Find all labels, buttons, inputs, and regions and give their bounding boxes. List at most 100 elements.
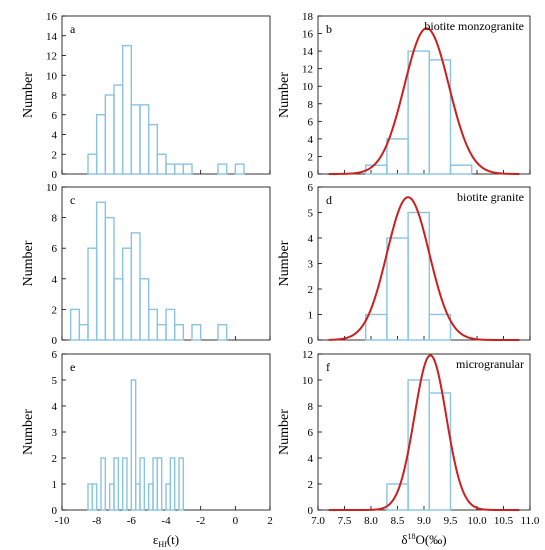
x-tick-label: 8.0 (364, 515, 378, 527)
histogram-bar (407, 379, 431, 511)
y-axis-label: Number (277, 240, 292, 286)
x-axis-label: δ18O(‰) (401, 532, 446, 547)
y-tick-label: 0 (308, 169, 314, 181)
y-tick-label: 1 (308, 310, 314, 322)
y-axis-label: Number (21, 72, 36, 118)
y-tick-label: 2 (308, 284, 314, 296)
histogram-bar (156, 457, 163, 511)
histogram-bar (156, 153, 167, 175)
histogram-bar (130, 104, 141, 175)
plot-frame (317, 15, 531, 175)
histogram-bar (95, 114, 107, 175)
histogram-bar (139, 278, 150, 341)
y-tick-label: 4 (308, 134, 314, 146)
histogram-bar (428, 59, 452, 175)
histogram-bar (428, 313, 452, 341)
y-tick-label: 0 (52, 505, 58, 517)
histogram-bar (428, 392, 452, 511)
y-tick-label: 3 (308, 259, 314, 271)
x-tick-label: -4 (161, 515, 171, 527)
x-axis-label: εHf(t) (153, 532, 179, 549)
x-tick-label: 11.0 (521, 515, 540, 527)
y-tick-label: 4 (308, 453, 314, 465)
x-tick-label: 9.0 (417, 515, 431, 527)
panel-label: f (326, 360, 330, 374)
y-tick-label: 6 (308, 116, 314, 128)
histogram-bar (87, 153, 98, 175)
y-tick-label: 10 (46, 70, 58, 82)
panel-annotation: biotite monzogranite (424, 19, 524, 33)
histogram-bar (449, 164, 473, 175)
histogram-bar (91, 483, 98, 511)
histogram-bar (169, 457, 176, 511)
panel-annotation: microgranular (456, 357, 524, 371)
histogram-bar (100, 457, 107, 511)
y-tick-label: 1 (52, 479, 58, 491)
histogram-bar (173, 324, 185, 341)
x-tick-label: 10.5 (494, 515, 514, 527)
histogram-bar (78, 324, 89, 341)
x-tick-label: 7.5 (338, 515, 352, 527)
y-axis-label: Number (277, 72, 292, 118)
normal-fit-curve (328, 196, 520, 341)
y-tick-label: 5 (308, 208, 314, 220)
y-axis-label: Number (21, 240, 36, 286)
y-tick-label: 14 (46, 31, 58, 43)
histogram-bar (182, 163, 193, 175)
histogram-bar (407, 211, 431, 341)
y-tick-label: 2 (52, 304, 58, 316)
y-tick-label: 0 (308, 505, 314, 517)
y-tick-label: 6 (52, 243, 58, 255)
histogram-bar (87, 247, 98, 341)
panel-a: 0 2 4 6 8 10 12 14 16 a Number (21, 11, 271, 181)
histogram-bar (113, 84, 124, 175)
y-tick-label: 6 (52, 349, 58, 361)
y-tick-label: 6 (308, 427, 314, 439)
y-tick-label: 2 (52, 453, 58, 465)
y-tick-label: 2 (308, 479, 314, 491)
histogram-bar (95, 201, 107, 341)
y-tick-label: 4 (52, 401, 58, 413)
y-tick-label: 4 (52, 274, 58, 286)
histogram-bar (147, 123, 159, 175)
y-tick-label: 14 (302, 46, 314, 58)
histogram-bar (217, 324, 228, 341)
x-tick-label: 9.5 (444, 515, 458, 527)
y-tick-label: 12 (46, 51, 57, 63)
y-tick-label: 4 (308, 233, 314, 245)
x-tick-label: -6 (127, 515, 137, 527)
plot-frame (317, 186, 531, 341)
panel-label: c (70, 193, 75, 207)
histogram-bar (139, 104, 150, 175)
y-tick-label: 3 (52, 427, 58, 439)
histogram-bar (69, 308, 81, 341)
x-tick-label: 7.0 (311, 515, 325, 527)
x-tick-label: 10.0 (467, 515, 487, 527)
histogram-bar (130, 232, 141, 341)
panel-e: 0 1 2 3 4 5 6 -10 -8 -6 -4 -2 0 2 e Number εHf(t) (21, 349, 273, 549)
panel-label: b (326, 22, 332, 36)
panel-label: a (70, 22, 76, 36)
histogram-bar (191, 324, 202, 341)
x-tick-label: 0 (233, 515, 239, 527)
y-tick-label: 8 (52, 213, 58, 225)
histogram-bar (104, 216, 115, 341)
histogram-bar (147, 308, 159, 341)
y-tick-label: 8 (308, 401, 314, 413)
y-axis-label: Number (277, 409, 292, 455)
histogram-bar (130, 379, 137, 511)
y-tick-label: 6 (52, 110, 58, 122)
y-tick-label: 5 (52, 375, 58, 387)
panel-d: 0 1 2 3 4 5 6d biotite granite Number (277, 182, 531, 347)
y-tick-label: 16 (302, 29, 314, 41)
panel-annotation: biotite granite (457, 190, 524, 204)
histogram-bar (365, 313, 388, 341)
y-tick-label: 8 (52, 90, 58, 102)
histogram-bar (121, 44, 133, 175)
y-tick-label: 0 (308, 335, 314, 347)
histogram-bar (113, 457, 120, 511)
y-tick-label: 12 (302, 349, 313, 361)
x-tick-label: 8.5 (391, 515, 405, 527)
y-axis-label: Number (21, 409, 36, 455)
